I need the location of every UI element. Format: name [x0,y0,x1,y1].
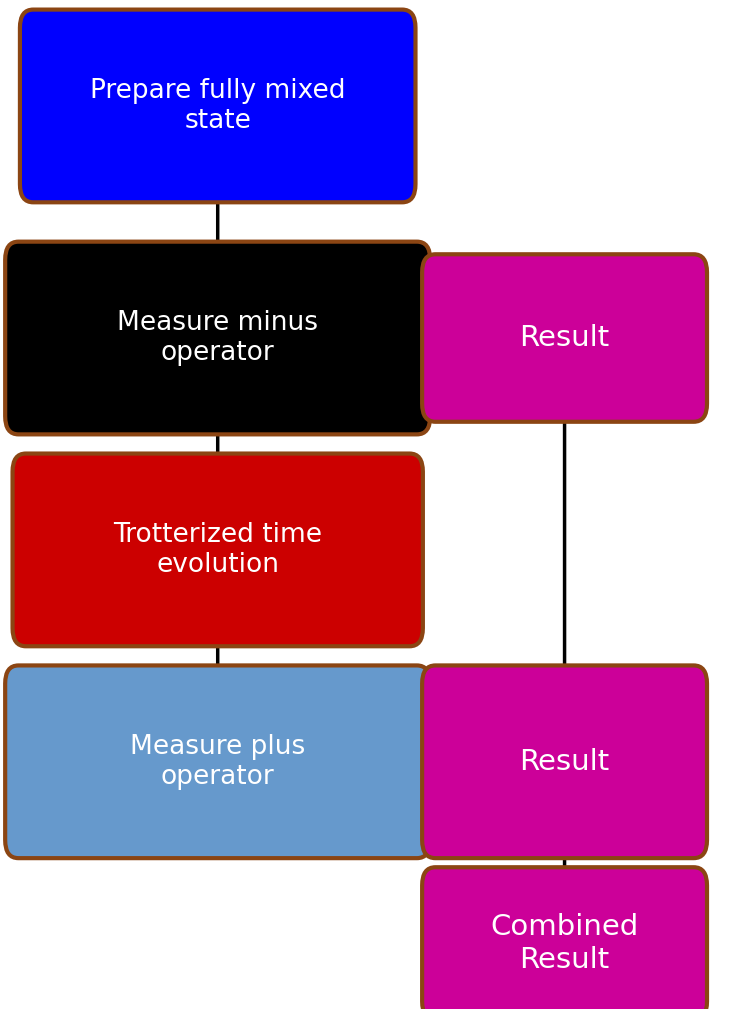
FancyBboxPatch shape [20,10,415,202]
Text: Trotterized time
evolution: Trotterized time evolution [113,522,323,578]
Text: Result: Result [520,324,610,352]
FancyBboxPatch shape [13,454,423,647]
Text: Combined
Result: Combined Result [491,913,638,974]
Text: Prepare fully mixed
state: Prepare fully mixed state [90,78,345,134]
Text: Measure minus
operator: Measure minus operator [117,310,318,366]
FancyBboxPatch shape [422,254,707,422]
FancyBboxPatch shape [5,666,430,858]
FancyBboxPatch shape [422,666,707,858]
Text: Result: Result [520,748,610,776]
Text: Measure plus
operator: Measure plus operator [130,734,306,790]
FancyBboxPatch shape [5,242,430,434]
FancyBboxPatch shape [422,868,707,1009]
